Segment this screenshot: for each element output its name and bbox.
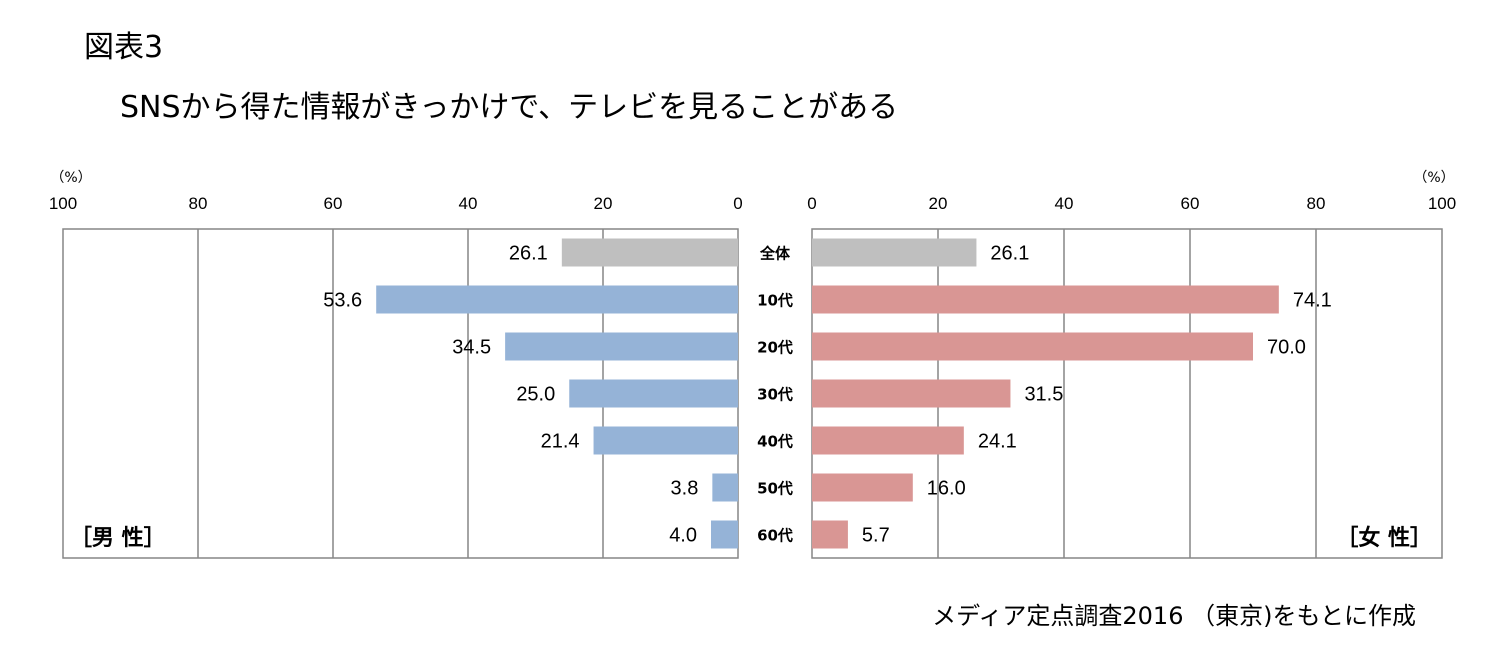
tick-label-left-20: 20	[594, 194, 613, 213]
data-label-male-5: 3.8	[671, 478, 699, 500]
data-label-female-4: 24.1	[978, 431, 1017, 453]
tick-label-right-80: 80	[1307, 194, 1326, 213]
panel-label-female: ［女 性］	[1336, 525, 1432, 551]
bar-male-3	[569, 379, 738, 408]
bar-male-6	[711, 520, 738, 549]
figure-label: 図表3	[84, 30, 164, 65]
category-label-5: 50代	[757, 480, 793, 498]
category-label-3: 30代	[757, 386, 793, 404]
bar-female-4	[812, 426, 964, 455]
data-label-male-0: 26.1	[509, 243, 548, 265]
tick-label-left-40: 40	[459, 194, 478, 213]
data-label-female-2: 70.0	[1267, 337, 1306, 359]
data-label-male-6: 4.0	[669, 525, 697, 547]
unit-label-right: （%）	[1413, 170, 1454, 186]
bar-female-0	[812, 238, 977, 267]
figure-title: SNSから得た情報がきっかけで、テレビを見ることがある	[120, 90, 899, 125]
tick-label-left-60: 60	[324, 194, 343, 213]
data-label-female-6: 5.7	[862, 525, 890, 547]
tick-label-right-60: 60	[1181, 194, 1200, 213]
data-label-female-5: 16.0	[927, 478, 966, 500]
tick-label-left-0: 0	[733, 194, 742, 213]
data-label-female-3: 31.5	[1024, 384, 1063, 406]
bar-male-0	[561, 238, 738, 267]
category-label-6: 60代	[757, 527, 793, 545]
bar-male-4	[593, 426, 738, 455]
bar-female-5	[812, 473, 913, 502]
category-label-4: 40代	[757, 433, 793, 451]
data-label-male-3: 25.0	[516, 384, 555, 406]
bar-female-3	[812, 379, 1011, 408]
tick-label-right-20: 20	[929, 194, 948, 213]
category-label-2: 20代	[757, 339, 793, 357]
bar-male-1	[376, 285, 738, 314]
category-label-0: 全体	[759, 245, 791, 263]
unit-label-left: （%）	[50, 170, 91, 186]
bar-female-6	[812, 520, 848, 549]
tick-label-left-100: 100	[49, 194, 77, 213]
bar-male-2	[505, 332, 738, 361]
tick-label-right-100: 100	[1428, 194, 1456, 213]
data-label-female-0: 26.1	[990, 243, 1029, 265]
source-note: メディア定点調査2016 （東京)をもとに作成	[932, 602, 1416, 630]
bar-male-5	[712, 473, 738, 502]
data-label-male-1: 53.6	[323, 290, 362, 312]
data-label-male-4: 21.4	[541, 431, 580, 453]
tick-label-left-80: 80	[189, 194, 208, 213]
panel-label-male: ［男 性］	[70, 525, 166, 551]
data-label-female-1: 74.1	[1293, 290, 1332, 312]
bar-female-2	[812, 332, 1253, 361]
bar-female-1	[812, 285, 1279, 314]
tick-label-right-0: 0	[807, 194, 816, 213]
tick-label-right-40: 40	[1055, 194, 1074, 213]
data-label-male-2: 34.5	[452, 337, 491, 359]
category-label-1: 10代	[757, 292, 793, 310]
